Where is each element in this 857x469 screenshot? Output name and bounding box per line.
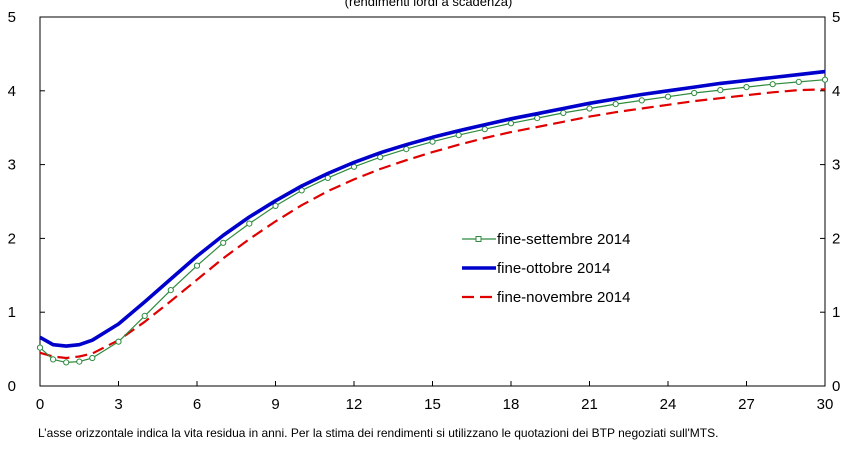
x-tick-label: 18 — [503, 396, 520, 413]
series-point-1 — [821, 76, 829, 83]
y-tick-label-left: 1 — [8, 304, 16, 321]
series-line-1 — [39, 79, 826, 363]
x-tick-label: 30 — [817, 396, 834, 413]
legend-label-2: fine-ottobre 2014 — [497, 260, 610, 277]
x-tick-label: 12 — [346, 396, 363, 413]
x-tick-label: 3 — [114, 396, 122, 413]
series-point-1 — [141, 312, 148, 319]
y-tick-label-right: 1 — [832, 304, 840, 321]
y-tick-label-right: 3 — [832, 157, 840, 174]
series-point-1 — [481, 126, 488, 133]
legend-label-1: fine-settembre 2014 — [497, 231, 630, 248]
series-point-1 — [63, 359, 70, 366]
series-point-1 — [193, 262, 201, 269]
x-tick-label: 24 — [660, 396, 677, 413]
y-tick-label-left: 4 — [8, 83, 16, 100]
x-tick-label: 27 — [738, 396, 755, 413]
x-tick-label: 0 — [36, 396, 44, 413]
series-point-1 — [246, 220, 253, 227]
series-point-1 — [115, 338, 122, 345]
series-point-1 — [36, 344, 44, 351]
x-tick-label: 21 — [581, 396, 598, 413]
series-point-1 — [664, 93, 672, 100]
series-point-1 — [612, 101, 619, 108]
series-point-1 — [691, 89, 698, 97]
series-line-2 — [39, 69, 826, 348]
series-point-1 — [560, 109, 567, 117]
series-point-1 — [76, 358, 83, 365]
series-line-3 — [39, 88, 826, 360]
series-point-1 — [638, 97, 645, 104]
y-tick-label-right: 0 — [832, 378, 840, 395]
x-tick-label: 9 — [271, 396, 279, 413]
series-point-1 — [272, 202, 279, 209]
chart-footnote: L’asse orizzontale indica la vita residu… — [38, 426, 719, 440]
y-tick-label-left: 3 — [8, 157, 16, 174]
series-point-1 — [769, 81, 776, 88]
legend-marker-1 — [475, 236, 482, 242]
chart-title: (rendimenti lordi a scadenza) — [344, 0, 513, 9]
series-point-1 — [50, 356, 57, 363]
series-point-1 — [220, 239, 227, 246]
legend-label-3: fine-novembre 2014 — [497, 289, 630, 306]
y-tick-label-left: 2 — [8, 230, 16, 247]
yield-curve-chart: 0 3 6 9 12 15 18 21 24 27 300 01 12 23 34 45 5 fine-sett… — [8, 9, 841, 413]
series-point-1 — [429, 138, 436, 145]
series-point-1 — [403, 146, 410, 153]
y-tick-label-right: 5 — [832, 9, 840, 26]
series-point-1 — [534, 115, 541, 122]
series-point-1 — [89, 354, 96, 362]
series-point-1 — [586, 105, 593, 112]
x-tick-label: 6 — [193, 396, 201, 413]
series-point-1 — [507, 120, 515, 127]
series-point-1 — [795, 78, 802, 86]
y-tick-label-left: 5 — [8, 9, 16, 26]
y-tick-label-right: 4 — [832, 83, 840, 100]
y-tick-label-left: 0 — [8, 378, 16, 395]
legend: fine-settembre 2014 fine-ottobre 2014 fine… — [450, 226, 698, 312]
series-point-1 — [455, 132, 462, 139]
axes: 0 3 6 9 12 15 18 21 24 27 300 01 12 23 34 45 5 — [8, 9, 841, 413]
series-layer — [36, 69, 829, 366]
y-tick-label-right: 2 — [832, 230, 840, 247]
series-point-1 — [717, 87, 724, 94]
series-point-1 — [167, 287, 174, 294]
x-tick-label: 15 — [424, 396, 441, 413]
plot-area-frame — [39, 16, 826, 387]
series-point-1 — [743, 84, 750, 91]
